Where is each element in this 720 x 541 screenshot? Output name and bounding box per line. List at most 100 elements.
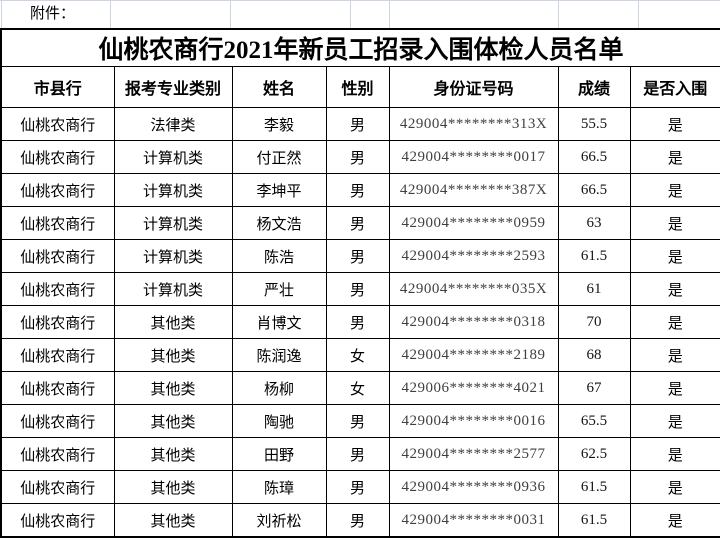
cell-id-number: 429006********4021 — [388, 371, 559, 405]
column-header-name: 姓名 — [231, 66, 327, 108]
table-row: 仙桃农商行 其他类 肖博文男 429004********0318 70 是 — [0, 305, 720, 339]
cell-name: 付正然 — [231, 140, 327, 174]
column-header-bank: 市县行 — [0, 66, 115, 108]
cell-shortlisted: 是 — [629, 107, 720, 141]
cell-bank: 仙桃农商行 — [0, 338, 115, 372]
cell-name: 陶驰 — [231, 404, 327, 438]
cell-name: 杨柳 — [231, 371, 327, 405]
cell-score: 70 — [557, 305, 631, 339]
cell-bank: 仙桃农商行 — [0, 140, 115, 174]
gridline-vertical — [230, 1, 231, 28]
cell-bank: 仙桃农商行 — [0, 470, 115, 504]
cell-id-number: 429004********387X — [388, 173, 559, 207]
cell-category: 法律类 — [113, 107, 233, 141]
cell-gender: 男 — [325, 305, 390, 339]
cell-name: 陈浩 — [231, 239, 327, 273]
table-row: 仙桃农商行 计算机类 杨文浩男 429004********0959 63 是 — [0, 206, 720, 240]
cell-score: 61.5 — [557, 503, 631, 538]
cell-shortlisted: 是 — [629, 206, 720, 240]
cell-id-number: 429004********0318 — [388, 305, 559, 339]
cell-id-number: 429004********0936 — [388, 470, 559, 504]
cell-gender: 男 — [325, 470, 390, 504]
cell-category: 其他类 — [113, 503, 233, 538]
cell-shortlisted: 是 — [629, 404, 720, 438]
candidates-table: 仙桃农商行2021年新员工招录入围体检人员名单 市县行 报考专业类别 姓名 性别… — [0, 28, 720, 538]
cell-shortlisted: 是 — [629, 140, 720, 174]
cell-bank: 仙桃农商行 — [0, 206, 115, 240]
cell-score: 66.5 — [557, 173, 631, 207]
cell-shortlisted: 是 — [629, 272, 720, 306]
cell-score: 63 — [557, 206, 631, 240]
cell-gender: 女 — [325, 371, 390, 405]
cell-id-number: 429004********0017 — [388, 140, 559, 174]
table-row: 仙桃农商行 计算机类 付正然男 429004********0017 66.5 是 — [0, 140, 720, 174]
gridline-vertical — [350, 1, 351, 28]
cell-bank: 仙桃农商行 — [0, 404, 115, 438]
column-header-category: 报考专业类别 — [113, 66, 233, 108]
gridline-vertical — [638, 1, 639, 28]
cell-id-number: 429004********0031 — [388, 503, 559, 538]
cell-gender: 男 — [325, 140, 390, 174]
title-row: 仙桃农商行2021年新员工招录入围体检人员名单 — [0, 28, 720, 67]
cell-category: 其他类 — [113, 305, 233, 339]
cell-gender: 男 — [325, 437, 390, 471]
cell-id-number: 429004********2593 — [388, 239, 559, 273]
cell-shortlisted: 是 — [629, 503, 720, 538]
cell-id-number: 429004********0016 — [388, 404, 559, 438]
column-header-shortlisted: 是否入围 — [629, 66, 720, 108]
gridline-vertical — [1, 1, 2, 28]
cell-category: 计算机类 — [113, 140, 233, 174]
table-row: 仙桃农商行 计算机类 严壮男 429004********035X 61 是 — [0, 272, 720, 306]
cell-score: 61.5 — [557, 470, 631, 504]
cell-shortlisted: 是 — [629, 173, 720, 207]
cell-shortlisted: 是 — [629, 470, 720, 504]
cell-category: 其他类 — [113, 437, 233, 471]
table-row: 仙桃农商行 其他类 杨柳女 429006********4021 67 是 — [0, 371, 720, 405]
cell-bank: 仙桃农商行 — [0, 272, 115, 306]
cell-category: 其他类 — [113, 404, 233, 438]
cell-gender: 女 — [325, 338, 390, 372]
table-row: 仙桃农商行 其他类 陈璋男 429004********0936 61.5 是 — [0, 470, 720, 504]
table-row: 仙桃农商行 其他类 陶驰男 429004********0016 65.5 是 — [0, 404, 720, 438]
gridline-vertical — [558, 1, 559, 28]
cell-id-number: 429004********035X — [388, 272, 559, 306]
column-header-gender: 性别 — [325, 66, 390, 108]
cell-bank: 仙桃农商行 — [0, 371, 115, 405]
cell-score: 55.5 — [557, 107, 631, 141]
cell-category: 计算机类 — [113, 239, 233, 273]
cell-gender: 男 — [325, 503, 390, 538]
gridline-vertical — [110, 1, 111, 28]
cell-bank: 仙桃农商行 — [0, 305, 115, 339]
cell-score: 67 — [557, 371, 631, 405]
gridline-vertical — [389, 1, 390, 28]
cell-score: 66.5 — [557, 140, 631, 174]
cell-gender: 男 — [325, 404, 390, 438]
cell-gender: 男 — [325, 107, 390, 141]
cell-score: 68 — [557, 338, 631, 372]
table-row: 仙桃农商行 计算机类 陈浩男 429004********2593 61.5 是 — [0, 239, 720, 273]
cell-bank: 仙桃农商行 — [0, 503, 115, 538]
cell-name: 肖博文 — [231, 305, 327, 339]
cell-name: 陈润逸 — [231, 338, 327, 372]
cell-name: 李毅 — [231, 107, 327, 141]
cell-id-number: 429004********0959 — [388, 206, 559, 240]
cell-name: 杨文浩 — [231, 206, 327, 240]
cell-gender: 男 — [325, 272, 390, 306]
cell-name: 田野 — [231, 437, 327, 471]
cell-shortlisted: 是 — [629, 371, 720, 405]
cell-name: 刘祈松 — [231, 503, 327, 538]
cell-gender: 男 — [325, 206, 390, 240]
cell-score: 61 — [557, 272, 631, 306]
cell-category: 计算机类 — [113, 272, 233, 306]
cell-score: 61.5 — [557, 239, 631, 273]
attachment-row: 附件： — [0, 0, 720, 28]
cell-name: 李坤平 — [231, 173, 327, 207]
column-header-score: 成绩 — [557, 66, 631, 108]
cell-bank: 仙桃农商行 — [0, 239, 115, 273]
cell-shortlisted: 是 — [629, 437, 720, 471]
cell-shortlisted: 是 — [629, 239, 720, 273]
cell-score: 65.5 — [557, 404, 631, 438]
cell-score: 62.5 — [557, 437, 631, 471]
table-row: 仙桃农商行 其他类 陈润逸女 429004********2189 68 是 — [0, 338, 720, 372]
table-row: 仙桃农商行 计算机类 李坤平男 429004********387X 66.5 是 — [0, 173, 720, 207]
